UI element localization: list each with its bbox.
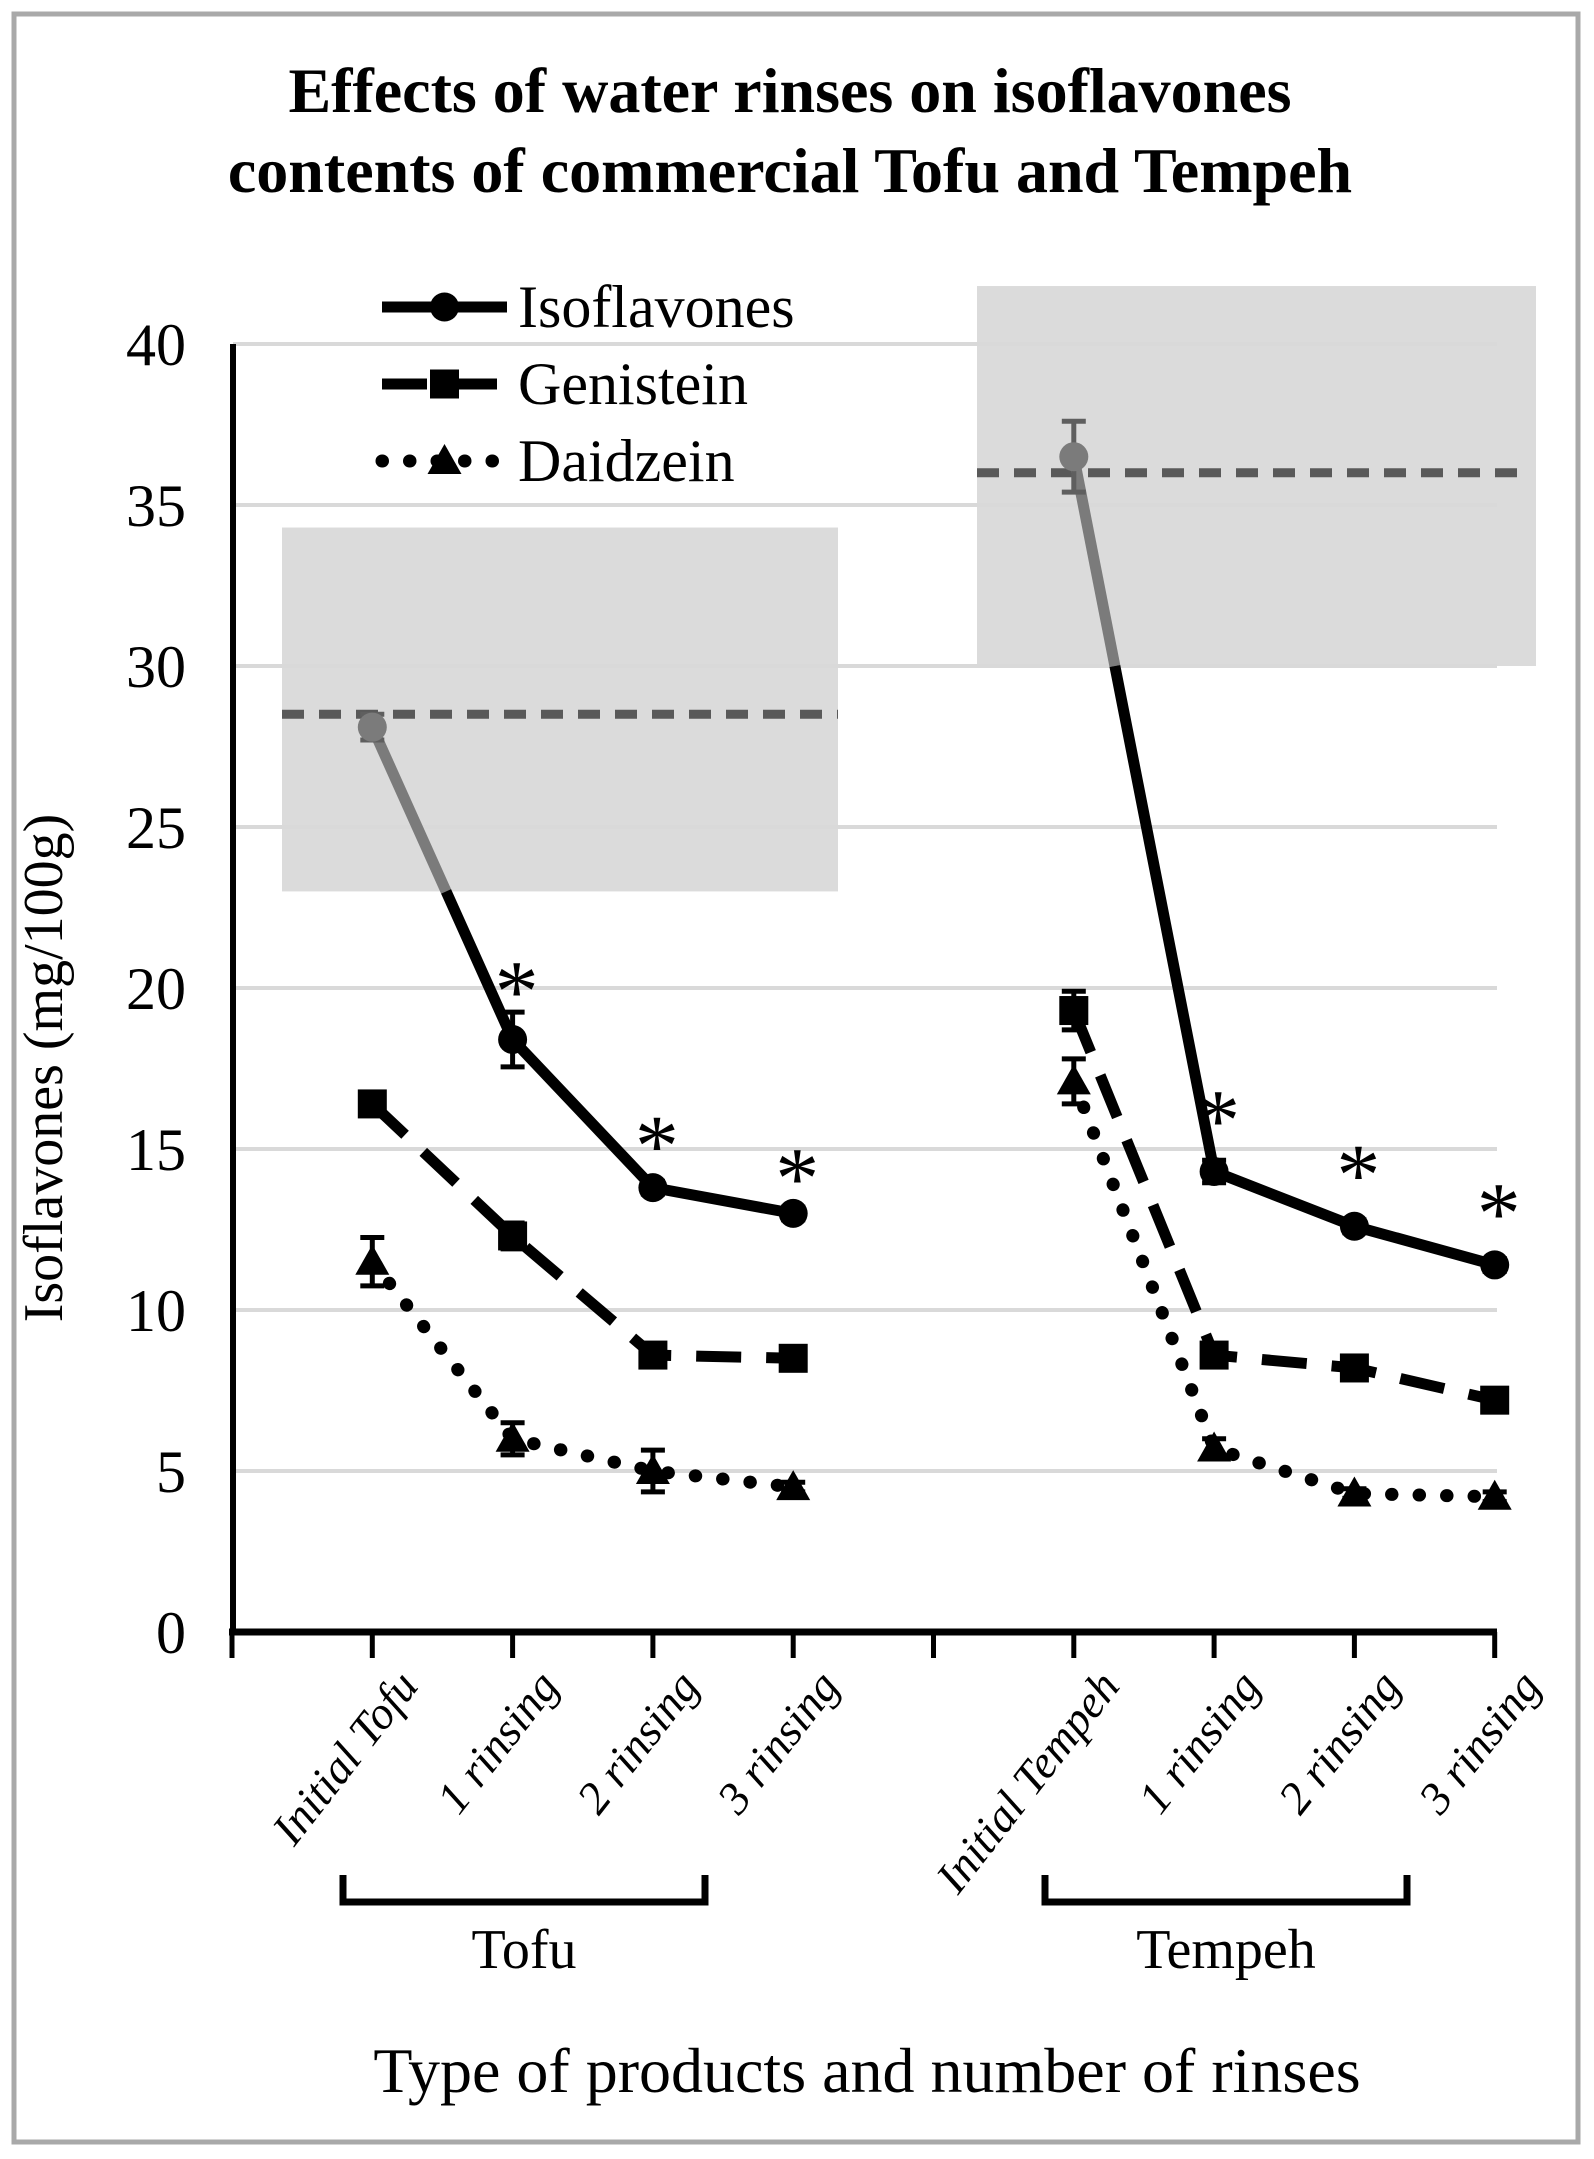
marker-genistein-1 (498, 1221, 528, 1251)
marker-isoflavones-1 (498, 1025, 528, 1055)
y-tick-label-35: 35 (126, 473, 186, 539)
significance-asterisk-3: * (1196, 1073, 1240, 1170)
marker-isoflavones-5 (1199, 1157, 1229, 1187)
marker-isoflavones-0 (357, 712, 387, 742)
marker-daidzein-7 (1477, 1479, 1512, 1510)
marker-daidzein-4 (1056, 1064, 1091, 1095)
significance-asterisk-4: * (1336, 1128, 1380, 1225)
y-tick-label-30: 30 (126, 634, 186, 700)
marker-daidzein-1 (495, 1421, 530, 1452)
group-bracket-tempeh (1041, 1875, 1411, 1906)
marker-genistein-7 (1480, 1385, 1510, 1415)
marker-daidzein-5 (1197, 1431, 1232, 1462)
x-axis-title: Type of products and number of rinses (373, 2035, 1360, 2106)
group-label-tempeh: Tempeh (1136, 1919, 1316, 1981)
significance-asterisk-0: * (495, 944, 539, 1041)
legend-label-daidzein: Daidzein (518, 428, 735, 494)
y-tick-label-0: 0 (156, 1600, 186, 1666)
group-label-tofu: Tofu (472, 1919, 577, 1981)
legend-label-genistein: Genistein (518, 351, 748, 417)
series-line-genistein (368, 1099, 794, 1364)
series-line-isoflavones (1109, 664, 1497, 1271)
marker-daidzein-0 (355, 1244, 390, 1275)
chart-title-line2: contents of commercial Tofu and Tempeh (228, 135, 1352, 206)
y-tick-label-5: 5 (156, 1439, 186, 1505)
marker-isoflavones-3 (778, 1198, 808, 1228)
marker-genistein-2 (638, 1340, 668, 1370)
y-tick-label-25: 25 (126, 795, 186, 861)
series-line-isoflavones (441, 889, 795, 1219)
legend-marker-genistein (430, 369, 459, 399)
y-tick-label-20: 20 (126, 956, 186, 1022)
y-tick-label-15: 15 (126, 1117, 186, 1183)
series-line-daidzein (1067, 1074, 1502, 1504)
marker-daidzein-6 (1337, 1476, 1372, 1507)
series-line-genistein (1068, 1008, 1496, 1406)
legend-label-isoflavones: Isoflavones (518, 274, 795, 340)
marker-daidzein-3 (776, 1470, 811, 1501)
significance-asterisk-2: * (775, 1131, 819, 1228)
series-line-gray-isoflavones (367, 724, 452, 894)
marker-isoflavones-2 (638, 1173, 668, 1203)
significance-asterisk-5: * (1477, 1166, 1521, 1263)
marker-isoflavones-7 (1480, 1250, 1510, 1280)
chart-title-line1: Effects of water rinses on isoflavones (288, 55, 1291, 126)
y-axis-title: Isoflavones (mg/100g) (13, 814, 75, 1323)
marker-genistein-0 (357, 1089, 387, 1119)
marker-daidzein-2 (635, 1454, 670, 1484)
y-tick-label-10: 10 (126, 1278, 186, 1344)
legend-marker-daidzein (427, 444, 462, 474)
marker-isoflavones-6 (1339, 1211, 1369, 1241)
marker-genistein-4 (1059, 996, 1089, 1026)
series-line-daidzein (365, 1255, 800, 1494)
marker-isoflavones-4 (1059, 442, 1089, 472)
group-bracket-tofu (339, 1875, 709, 1906)
marker-genistein-5 (1199, 1340, 1229, 1370)
reference-band-tofu (282, 527, 838, 892)
legend-marker-isoflavones (430, 292, 459, 322)
marker-genistein-3 (778, 1343, 808, 1373)
significance-asterisk-1: * (635, 1099, 679, 1196)
marker-genistein-6 (1339, 1353, 1369, 1383)
y-tick-label-40: 40 (126, 312, 186, 378)
